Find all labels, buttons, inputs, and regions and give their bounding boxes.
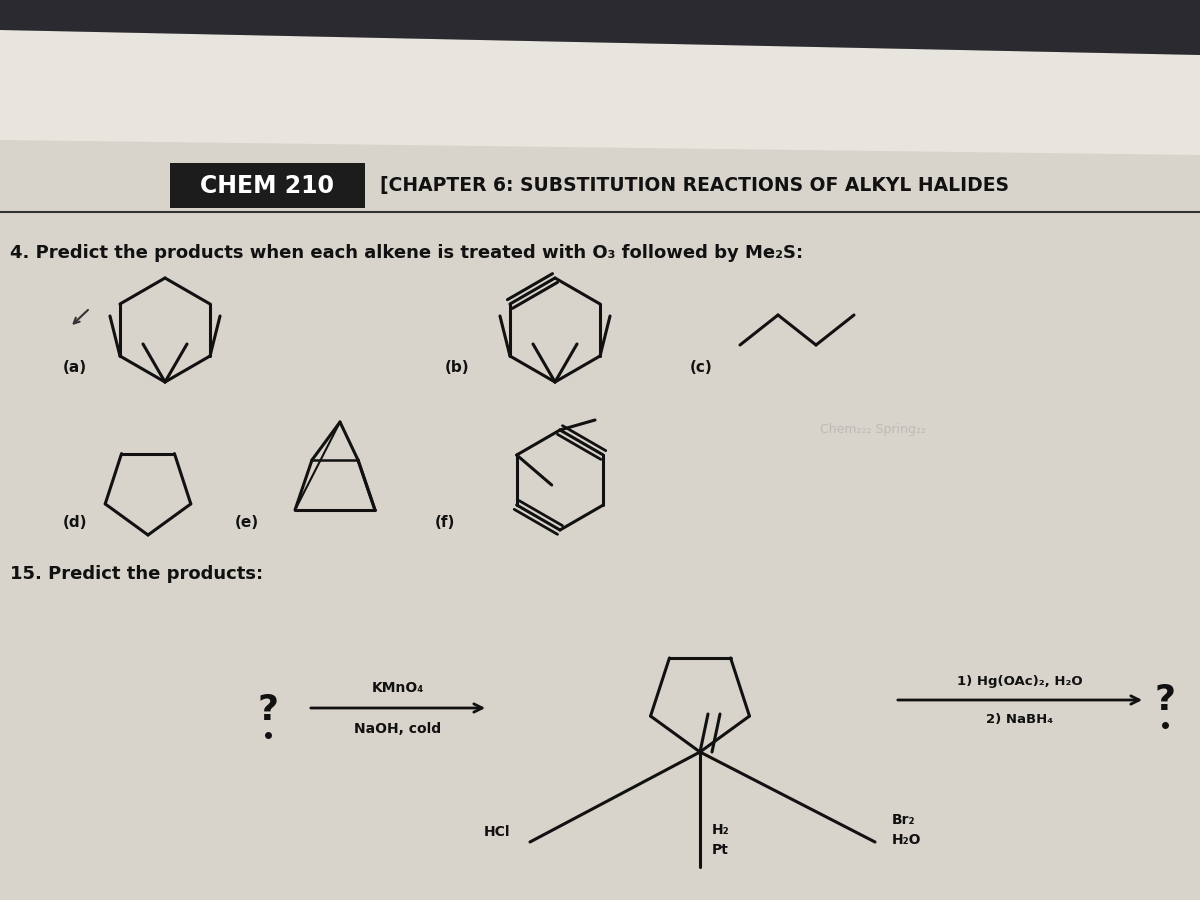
Text: 15. Predict the products:: 15. Predict the products:: [10, 565, 263, 583]
Text: (d): (d): [64, 515, 88, 530]
Text: HCl: HCl: [484, 825, 510, 839]
Text: 2) NaBH₄: 2) NaBH₄: [986, 713, 1054, 726]
Text: ?: ?: [1154, 683, 1176, 717]
Text: (c): (c): [690, 360, 713, 375]
Text: ?: ?: [258, 693, 278, 727]
Text: CHEM 210: CHEM 210: [200, 174, 334, 198]
Polygon shape: [0, 0, 1200, 55]
Text: Pt: Pt: [712, 843, 728, 857]
Text: (e): (e): [235, 515, 259, 530]
Text: (a): (a): [64, 360, 88, 375]
Text: [CHAPTER 6: SUBSTITUTION REACTIONS OF ALKYL HALIDES: [CHAPTER 6: SUBSTITUTION REACTIONS OF AL…: [380, 176, 1009, 195]
Text: Chem₂₂₂ Spring₂₂: Chem₂₂₂ Spring₂₂: [820, 424, 926, 436]
Text: H₂: H₂: [712, 823, 730, 837]
Bar: [170, 163, 365, 208]
Text: Br₂: Br₂: [892, 813, 916, 827]
Text: (f): (f): [436, 515, 455, 530]
Bar: [0, 140, 1200, 900]
Text: NaOH, cold: NaOH, cold: [354, 722, 442, 736]
Text: 1) Hg(OAc)₂, H₂O: 1) Hg(OAc)₂, H₂O: [958, 675, 1082, 688]
Text: (b): (b): [445, 360, 469, 375]
Text: KMnO₄: KMnO₄: [372, 681, 424, 695]
Text: H₂O: H₂O: [892, 833, 922, 847]
Polygon shape: [0, 30, 1200, 155]
Text: 4. Predict the products when each alkene is treated with O₃ followed by Me₂S:: 4. Predict the products when each alkene…: [10, 244, 803, 262]
